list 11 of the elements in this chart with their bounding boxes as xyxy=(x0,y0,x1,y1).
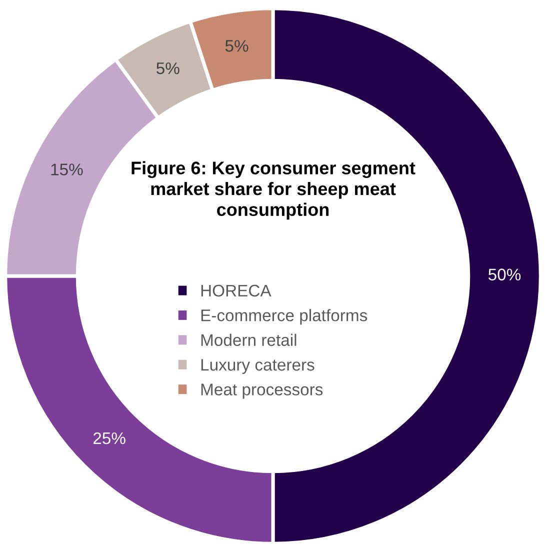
data-label: 15% xyxy=(51,164,83,176)
data-label: 25% xyxy=(93,432,126,444)
legend-label: Modern retail xyxy=(201,334,296,346)
legend-label: Luxury caterers xyxy=(201,359,314,374)
legend-label: HORECA xyxy=(201,284,272,297)
data-label: 5% xyxy=(156,62,180,74)
data-label: 50% xyxy=(488,268,521,280)
legend-label: Meat processors xyxy=(201,384,323,399)
legend-label: E-commerce platforms xyxy=(201,309,368,325)
text: Figure 6: Key consumer segment market share for sheep meat consumption xyxy=(132,161,416,220)
data-label: 5% xyxy=(225,40,248,52)
